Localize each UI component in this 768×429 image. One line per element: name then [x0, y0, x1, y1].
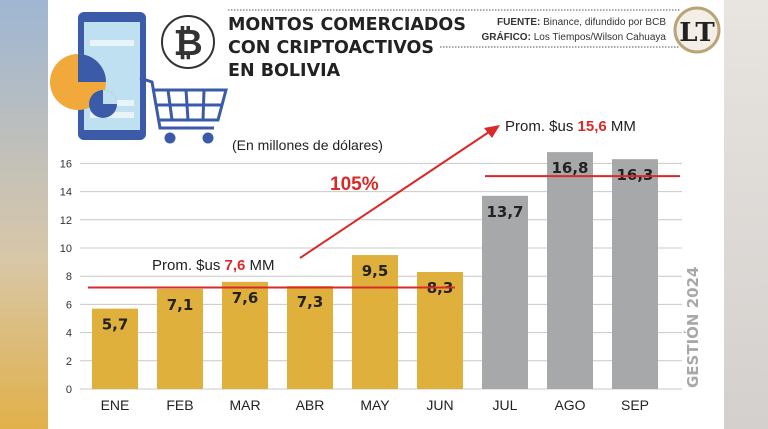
average-prefix: Prom. $us [152, 257, 225, 274]
average-value: 7,6 [225, 257, 246, 274]
bar-ene [92, 308, 138, 389]
svg-text:₿: ₿ [173, 22, 202, 63]
x-tick-label: JUN [426, 397, 453, 413]
average-label-second-half: Prom. $us 15,6 MM [505, 118, 636, 135]
y-tick-label: 10 [60, 243, 72, 255]
bar-ago [547, 152, 593, 389]
title-line-3: EN BOLIVIA [228, 61, 341, 81]
bar-feb [157, 288, 203, 389]
shopping-cart-icon [139, 76, 228, 144]
los-tiempos-logo: LT [673, 6, 721, 54]
data-label: 5,7 [102, 316, 129, 334]
gestion-label: GESTIÓN 2024 [683, 267, 702, 388]
bar-may [352, 255, 398, 389]
y-tick-label: 12 [60, 215, 72, 227]
graphic-credit: GRÁFICO: Los Tiempos/Wilson Cahuaya [481, 30, 666, 43]
arrow-head-icon [484, 125, 500, 138]
x-tick-label: ENE [101, 397, 130, 413]
x-tick-label: AGO [554, 397, 585, 413]
bar-sep [612, 159, 658, 389]
growth-arrow [299, 129, 493, 259]
average-label-first-half: Prom. $us 7,6 MM [152, 257, 275, 274]
y-axis-label: (En millones de dólares) [232, 137, 383, 153]
y-tick-label: 14 [60, 187, 72, 199]
x-tick-label: FEB [166, 397, 193, 413]
title-line-1: MONTOS COMERCIADOS [228, 15, 466, 35]
data-label: 7,1 [167, 296, 194, 314]
bitcoin-icon: ₿ [161, 15, 215, 69]
svg-text:LT: LT [679, 18, 715, 48]
y-tick-label: 8 [66, 271, 72, 283]
y-tick-label: 4 [66, 328, 72, 340]
title-line-2: CON CRIPTOACTIVOS [228, 38, 434, 58]
x-tick-label: MAR [229, 397, 260, 413]
bar-abr [287, 286, 333, 389]
y-tick-label: 2 [66, 356, 72, 368]
data-label: 9,5 [362, 262, 389, 280]
source-credit: FUENTE: Binance, difundido por BCB [497, 17, 666, 28]
x-tick-label: SEP [621, 397, 649, 413]
x-tick-label: MAY [360, 397, 390, 413]
average-value: 15,6 [578, 118, 607, 135]
data-label: 7,6 [232, 289, 259, 307]
bar-jul [482, 195, 528, 389]
bar-jun [417, 271, 463, 389]
pie-chart-icon [50, 54, 117, 118]
y-tick-label: 0 [66, 384, 72, 396]
y-tick-label: 16 [60, 158, 72, 170]
average-suffix: MM [245, 257, 274, 274]
average-suffix: MM [607, 118, 636, 135]
bar-mar [222, 281, 268, 389]
x-tick-label: JUL [493, 397, 518, 413]
growth-label: 105% [330, 174, 379, 195]
data-label: 16,8 [551, 159, 588, 177]
x-tick-label: ABR [296, 397, 325, 413]
average-prefix: Prom. $us [505, 118, 578, 135]
data-label: 13,7 [486, 203, 523, 221]
y-tick-label: 6 [66, 299, 72, 311]
data-label: 7,3 [297, 293, 324, 311]
